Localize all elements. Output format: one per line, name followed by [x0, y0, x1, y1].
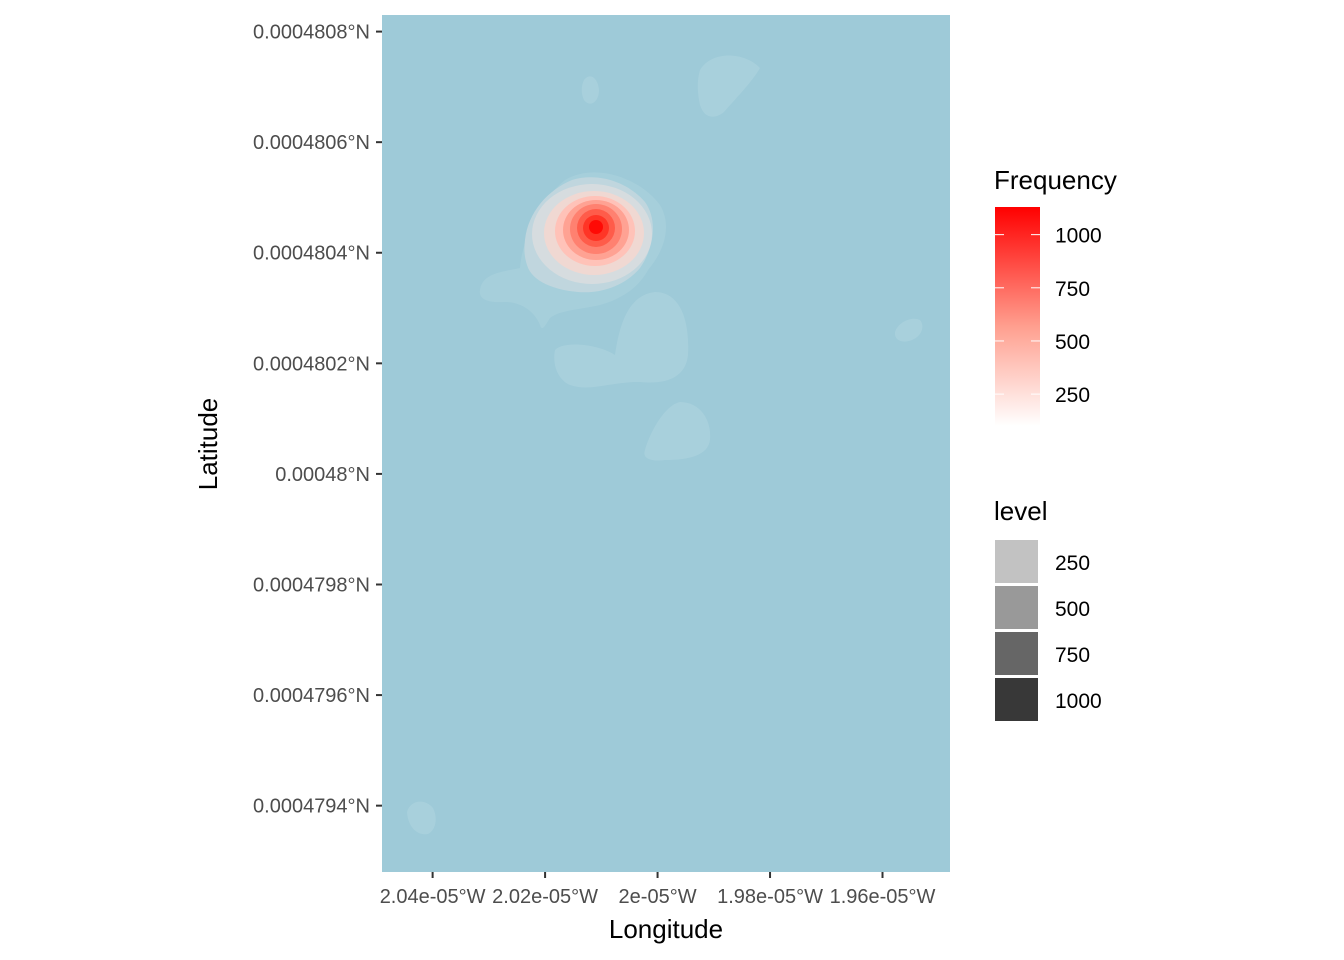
density-patch-center	[554, 292, 689, 388]
level-legend-swatch	[995, 678, 1038, 721]
y-tick-label: 0.00048°N	[275, 464, 370, 486]
frequency-colorbar-ticks: 1000 750 500 250	[995, 225, 1102, 407]
level-legend-title: level	[994, 496, 1047, 526]
level-legend-label: 750	[1055, 644, 1090, 667]
low-density-regions	[407, 55, 923, 835]
density-patch-top-right	[697, 55, 760, 117]
level-legend-label: 1000	[1055, 690, 1102, 713]
level-legend: level 250 500 750 1000	[994, 496, 1102, 721]
y-tick-label: 0.0004808°N	[253, 22, 370, 44]
y-tick-label: 0.0004802°N	[253, 353, 370, 375]
density-contours	[479, 172, 667, 329]
frequency-tick-label: 250	[1055, 384, 1090, 407]
level-legend-label: 250	[1055, 552, 1090, 575]
x-tick-label: 2.02e-05°W	[492, 886, 598, 908]
x-tick-label: 2.04e-05°W	[380, 886, 486, 908]
frequency-tick-label: 500	[1055, 331, 1090, 354]
y-tick-label: 0.0004806°N	[253, 132, 370, 154]
level-legend-swatch	[995, 632, 1038, 675]
y-tick-label: 0.0004798°N	[253, 574, 370, 596]
x-axis-title: Longitude	[609, 914, 723, 944]
y-tick-label: 0.0004796°N	[253, 685, 370, 707]
y-axis-title: Latitude	[193, 398, 223, 491]
density-patch-top-left	[581, 76, 599, 104]
density-patch-east	[894, 318, 923, 342]
y-tick-label: 0.0004794°N	[253, 796, 370, 818]
x-axis: 2.04e-05°W 2.02e-05°W 2e-05°W 1.98e-05°W 1.9…	[380, 872, 936, 908]
level-legend-swatch	[995, 540, 1038, 583]
level-legend-label: 500	[1055, 598, 1090, 621]
density-patch-south	[644, 402, 711, 461]
y-tick-label: 0.0004804°N	[253, 243, 370, 265]
x-tick-label: 1.98e-05°W	[717, 886, 823, 908]
density-contour-peak	[589, 220, 603, 234]
frequency-tick-label: 1000	[1055, 225, 1102, 248]
x-tick-label: 1.96e-05°W	[830, 886, 936, 908]
frequency-legend: Frequency 1000 750 500 250	[994, 165, 1117, 426]
x-tick-label: 2e-05°W	[619, 886, 697, 908]
level-legend-keys: 250 500 750 1000	[995, 540, 1102, 721]
frequency-tick-label: 750	[1055, 278, 1090, 301]
y-axis: 0.0004808°N 0.0004806°N 0.0004804°N 0.00048…	[253, 22, 382, 818]
level-legend-swatch	[995, 586, 1038, 629]
frequency-legend-title: Frequency	[994, 165, 1117, 195]
frequency-colorbar	[995, 207, 1040, 426]
density-patch-southwest	[407, 801, 436, 835]
